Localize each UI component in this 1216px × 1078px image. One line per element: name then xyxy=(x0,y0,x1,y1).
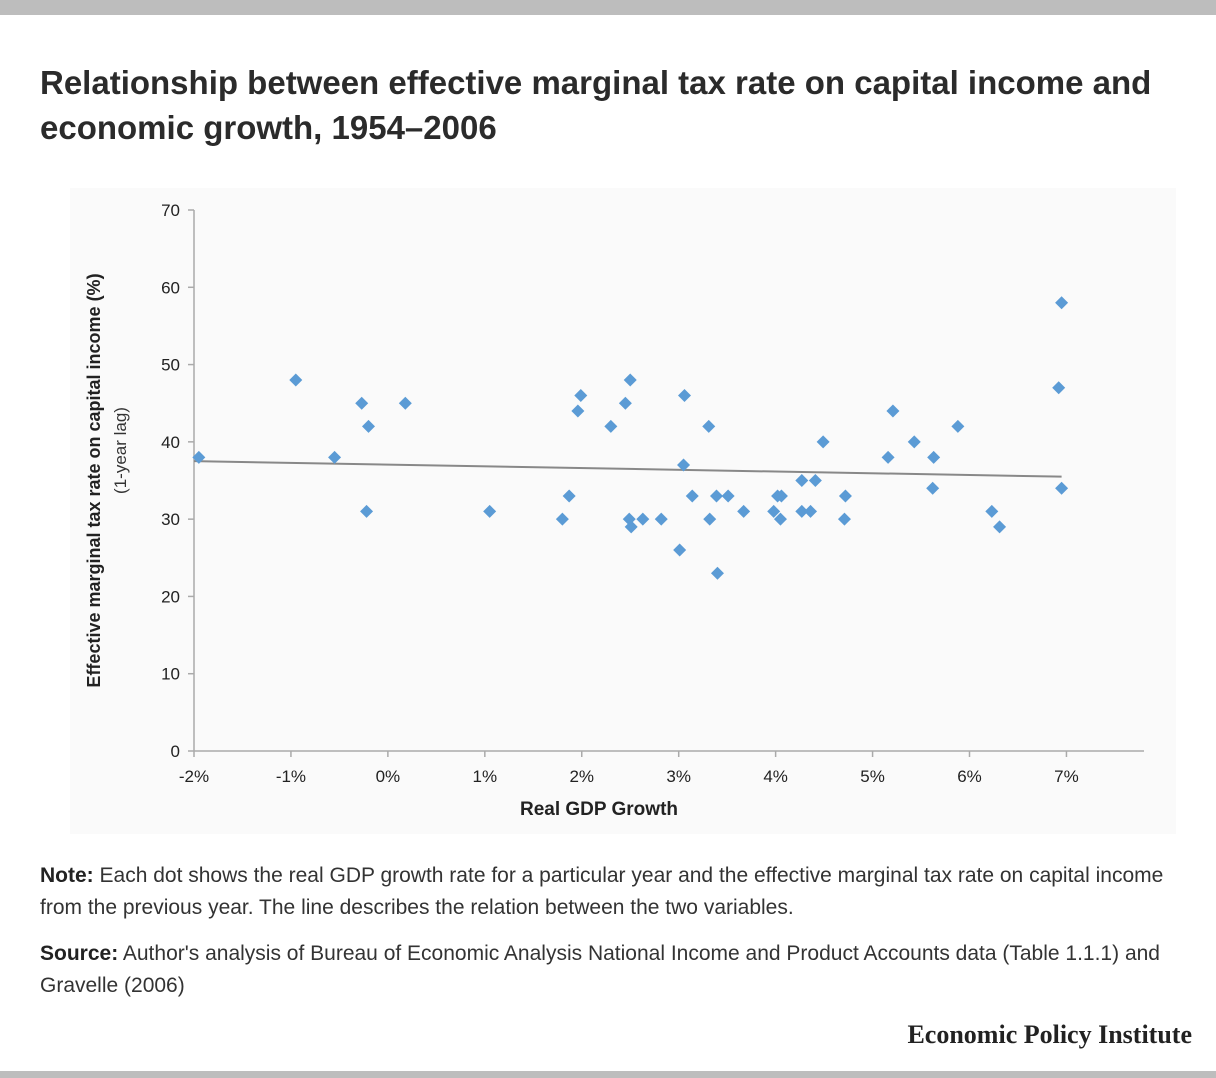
x-tick-label: 6% xyxy=(957,767,982,786)
data-point xyxy=(927,450,941,464)
data-point xyxy=(951,419,965,433)
y-tick-label: 0 xyxy=(171,742,180,761)
data-point xyxy=(289,373,303,387)
y-axis-label: Effective marginal tax rate on capital i… xyxy=(84,273,104,687)
data-point xyxy=(571,404,585,418)
data-point xyxy=(767,504,781,518)
y-tick-label: 60 xyxy=(161,278,180,297)
source-body: Author's analysis of Bureau of Economic … xyxy=(40,942,1160,997)
data-point xyxy=(881,450,895,464)
x-tick-label: 0% xyxy=(376,767,401,786)
data-point xyxy=(702,419,716,433)
x-tick-label: 3% xyxy=(666,767,691,786)
data-point xyxy=(926,481,940,495)
data-point xyxy=(562,489,576,503)
data-point xyxy=(604,419,618,433)
note-text: Note: Each dot shows the real GDP growth… xyxy=(40,860,1190,924)
data-point xyxy=(838,489,852,503)
data-point xyxy=(678,388,692,402)
top-bar xyxy=(0,0,1216,15)
data-point xyxy=(886,404,900,418)
chart-area: 0 10 20 30 40 50 60 70 -2% -1% 0% 1% 2% 3% 4% 5% 6% 7% Rea… xyxy=(70,188,1176,834)
scatter-chart: 0 10 20 30 40 50 60 70 -2% -1% 0% 1% 2% 3% 4% 5% 6% 7% Rea… xyxy=(84,201,1144,820)
y-tick-label: 10 xyxy=(161,665,180,684)
note-label: Note: xyxy=(40,864,94,887)
data-point xyxy=(398,396,412,410)
data-point xyxy=(737,504,751,518)
data-point xyxy=(816,435,830,449)
data-point xyxy=(360,504,374,518)
data-point xyxy=(985,504,999,518)
x-tick-label: 4% xyxy=(763,767,788,786)
data-point xyxy=(1055,481,1069,495)
data-point xyxy=(677,458,691,472)
data-point xyxy=(355,396,369,410)
x-tick-label: 5% xyxy=(860,767,885,786)
x-tick-label: 2% xyxy=(569,767,594,786)
note-body: Each dot shows the real GDP growth rate … xyxy=(40,864,1164,919)
data-point xyxy=(710,489,723,503)
data-point xyxy=(721,489,735,503)
x-axis-label: Real GDP Growth xyxy=(520,799,678,820)
source-label: Source: xyxy=(40,942,119,965)
data-point xyxy=(1055,296,1069,310)
data-point xyxy=(837,512,851,526)
bottom-bar xyxy=(0,1071,1216,1078)
data-point xyxy=(636,512,650,526)
x-tick-label: 1% xyxy=(473,767,498,786)
y-tick-label: 50 xyxy=(161,356,180,375)
data-point xyxy=(361,419,375,433)
data-point xyxy=(804,504,818,518)
x-tick-label: -1% xyxy=(276,767,306,786)
data-point xyxy=(795,474,809,487)
trend-line xyxy=(193,460,1062,478)
y-tick-label: 30 xyxy=(161,510,180,529)
data-point xyxy=(483,504,497,518)
chart-title: Relationship between effective marginal … xyxy=(40,64,1152,146)
data-point xyxy=(618,396,632,410)
y-tick-label: 20 xyxy=(161,587,180,606)
source-text: Source: Author's analysis of Bureau of E… xyxy=(40,938,1190,1002)
data-point xyxy=(624,520,638,534)
data-point xyxy=(673,543,687,557)
data-point xyxy=(1052,381,1066,395)
y-tick-label: 40 xyxy=(161,433,180,452)
data-point xyxy=(654,512,668,526)
x-tick-label: -2% xyxy=(179,767,209,786)
data-point xyxy=(808,474,822,487)
y-tick-label: 70 xyxy=(161,201,180,220)
data-point xyxy=(574,388,588,402)
data-point xyxy=(907,435,921,449)
x-tick-label: 7% xyxy=(1054,767,1079,786)
data-point xyxy=(328,450,342,464)
data-point xyxy=(993,520,1007,534)
y-axis-sublabel: (1-year lag) xyxy=(111,407,130,494)
data-point xyxy=(555,512,569,526)
data-point xyxy=(623,373,637,387)
data-point xyxy=(192,450,206,464)
data-point xyxy=(685,489,699,503)
data-point xyxy=(773,512,787,526)
data-point xyxy=(703,512,717,526)
brand-logo-text: Economic Policy Institute xyxy=(907,1020,1192,1049)
data-point xyxy=(710,566,724,580)
data-point xyxy=(774,489,788,503)
data-point xyxy=(795,504,809,518)
